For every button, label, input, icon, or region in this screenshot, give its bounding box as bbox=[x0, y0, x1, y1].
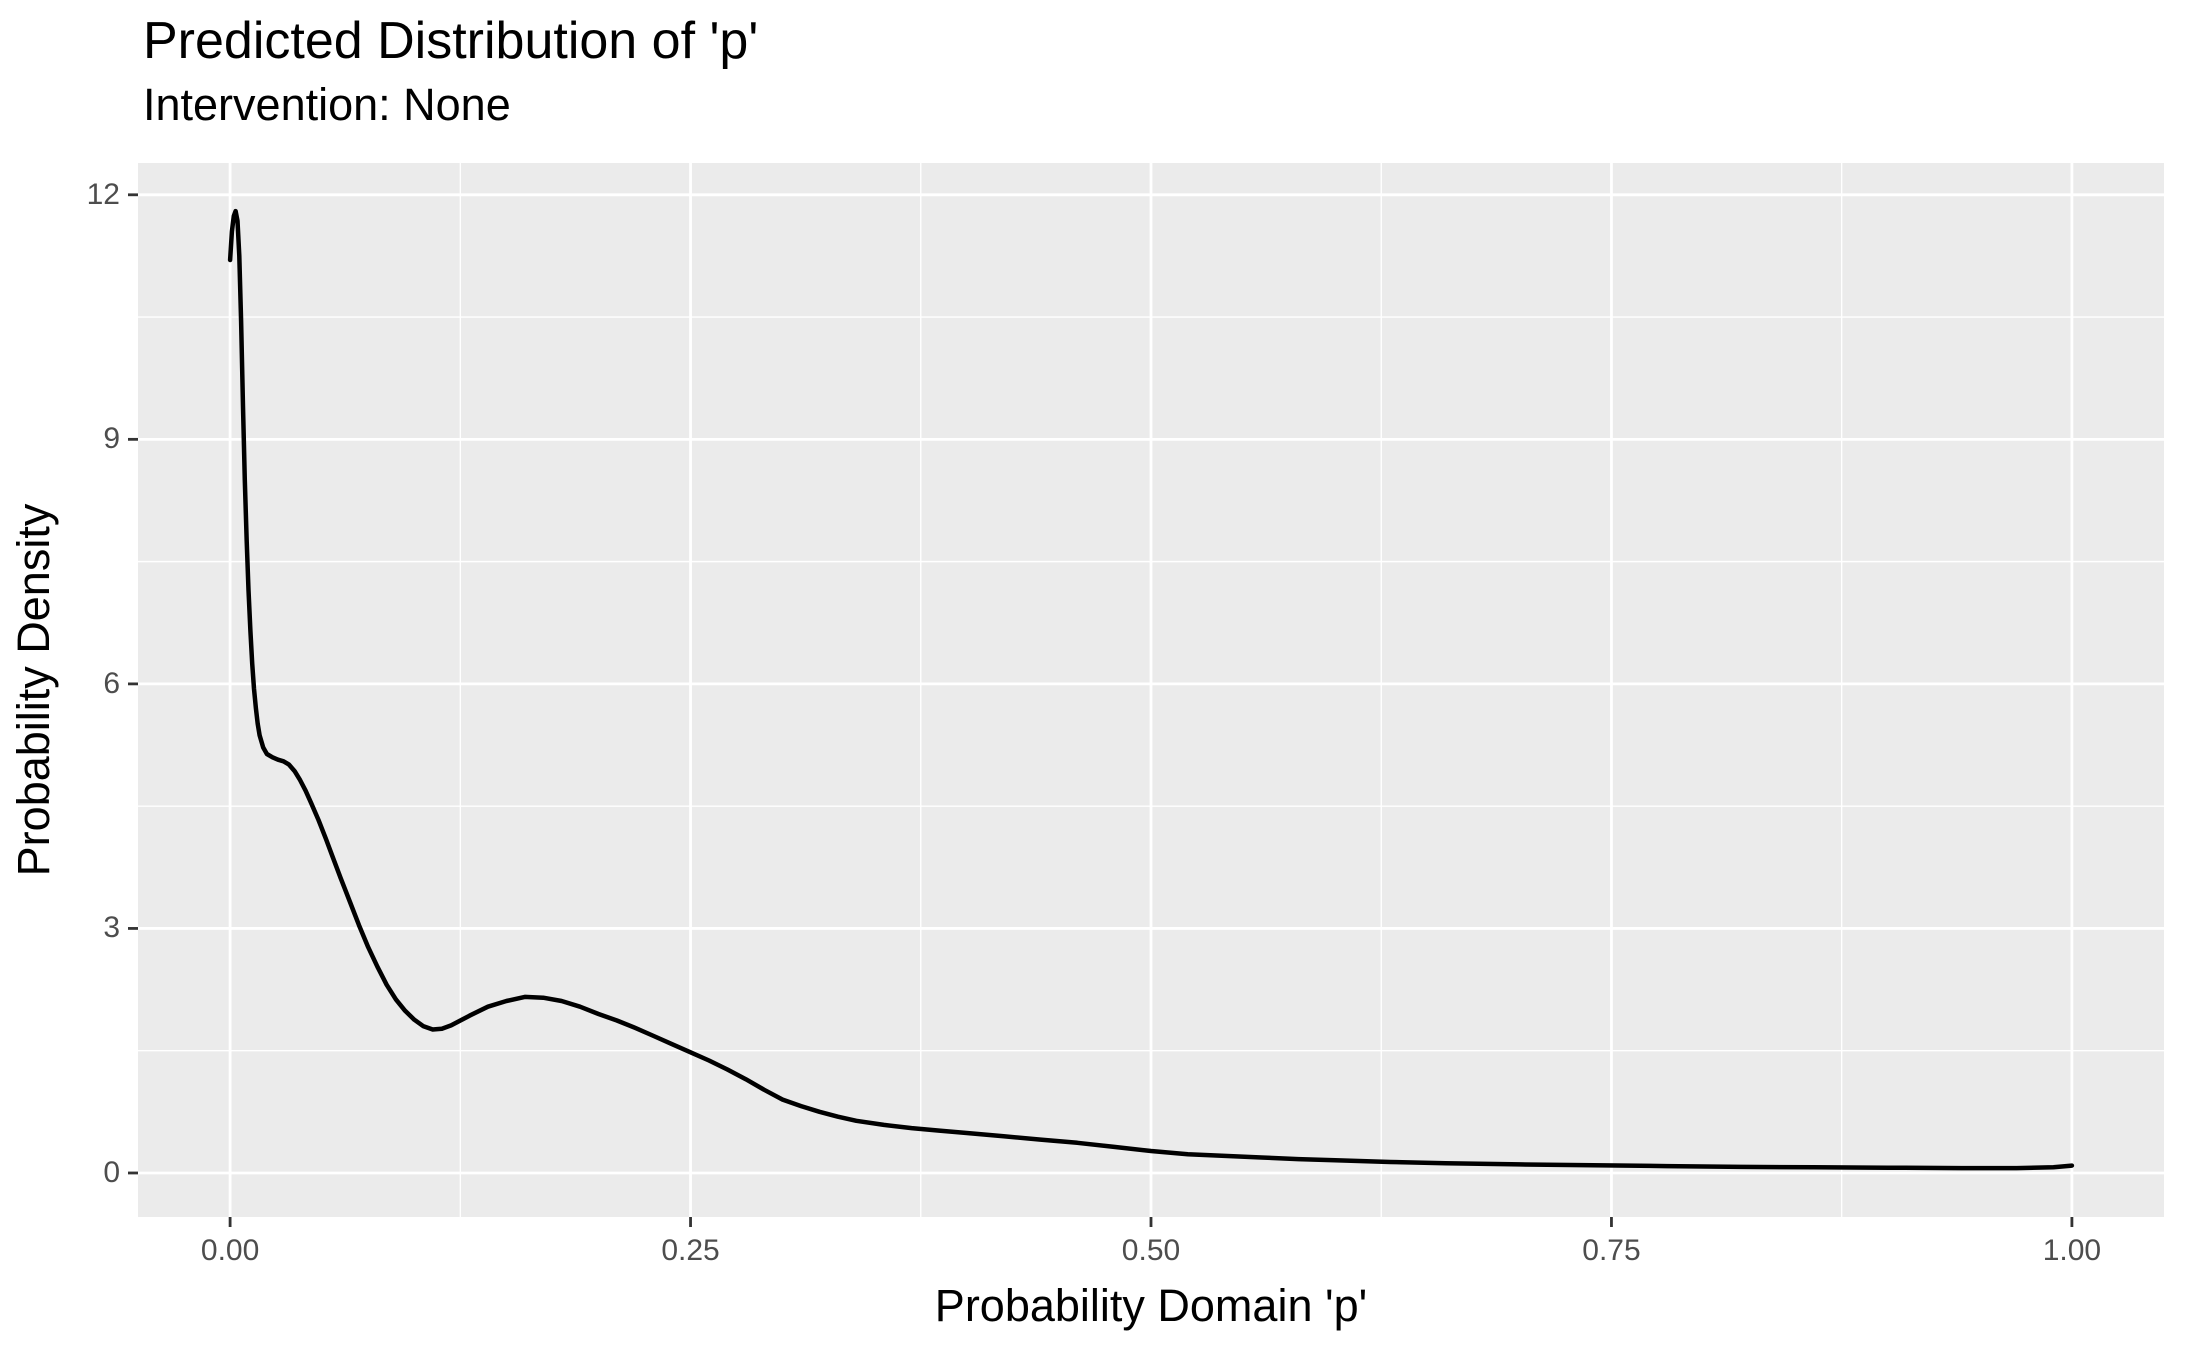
y-tick-label: 0 bbox=[103, 1155, 120, 1189]
x-tick-label: 0.00 bbox=[200, 1234, 260, 1267]
x-tick-label: 0.50 bbox=[1121, 1234, 1181, 1267]
x-tick-label: 0.75 bbox=[1582, 1234, 1641, 1267]
y-tick-label: 3 bbox=[103, 911, 120, 945]
density-curve bbox=[227, 208, 2075, 1171]
x-axis-title: Probability Domain 'p' bbox=[934, 1280, 1368, 1331]
y-axis-title: Probability Density bbox=[8, 503, 59, 877]
x-tick-label: 0.25 bbox=[661, 1234, 720, 1267]
plot-title: Predicted Distribution of 'p' bbox=[143, 12, 759, 70]
y-tick-label: 6 bbox=[103, 666, 120, 700]
x-tick-label: 1.00 bbox=[2042, 1234, 2102, 1267]
plot-subtitle: Intervention: None bbox=[143, 79, 511, 130]
y-tick-label: 9 bbox=[103, 422, 120, 456]
y-tick-label: 12 bbox=[86, 177, 120, 211]
